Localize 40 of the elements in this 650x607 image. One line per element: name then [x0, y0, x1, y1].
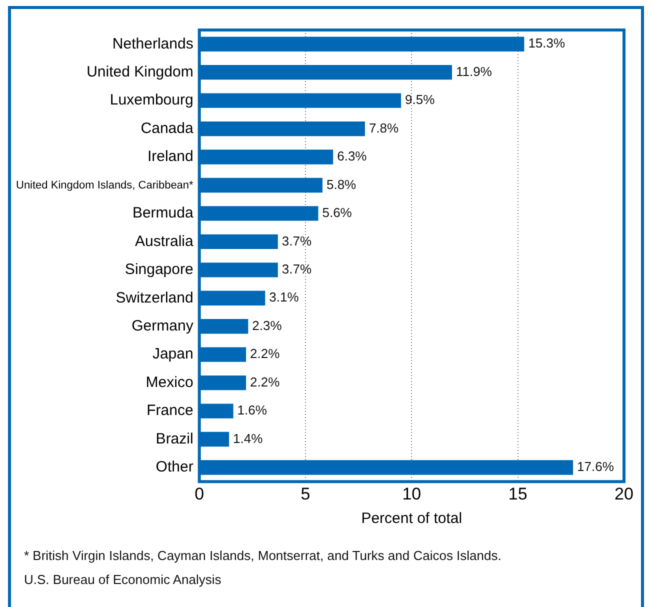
y-tick-label: Mexico [146, 374, 194, 391]
y-tick-label: Switzerland [116, 289, 194, 306]
x-tick-label: 15 [508, 484, 528, 504]
data-label: 9.5% [405, 92, 436, 108]
x-axis-title: Percent of total [361, 510, 462, 528]
data-label: 5.6% [322, 205, 352, 220]
data-label: 3.7% [282, 261, 312, 276]
x-tick-label: 5 [300, 484, 310, 504]
data-label: 6.3% [337, 148, 368, 164]
data-label: 2.2% [250, 346, 280, 362]
data-label: 1.4% [233, 430, 264, 446]
y-tick-label: France [146, 402, 194, 420]
data-label: 17.6% [577, 459, 614, 474]
y-tick-label: Australia [134, 232, 194, 250]
data-label: 15.3% [528, 36, 566, 51]
y-tick-label: Netherlands [112, 35, 194, 52]
text: U.S. Bureau of Economic Analysis [24, 572, 222, 587]
y-tick-label: Canada [140, 120, 194, 137]
data-label: 2.2% [250, 374, 280, 390]
text: * British Virgin Islands, Cayman Islands, Montserrat, and Turks and Caicos Islands. [24, 548, 502, 563]
y-tick-label: United Kingdom Islands, Caribbean* [16, 179, 194, 192]
y-tick-label: Bermuda [132, 204, 194, 222]
data-label: 3.7% [282, 233, 312, 248]
y-tick-label: United Kingdom [86, 63, 194, 80]
y-tick-label: Luxembourg [110, 92, 194, 109]
data-label: 3.1% [269, 290, 300, 305]
data-label: 5.8% [326, 176, 357, 192]
y-tick-label: Germany [132, 318, 194, 335]
x-tick-label: 10 [402, 484, 422, 504]
y-tick-label: Brazil [156, 430, 194, 448]
data-label: 11.9% [456, 64, 492, 79]
data-label: 7.8% [368, 120, 400, 136]
x-tick-label: 20 [614, 484, 634, 504]
y-tick-label: Japan [152, 346, 194, 363]
data-label: 2.3% [252, 318, 282, 333]
y-tick-label: Other [156, 458, 194, 476]
data-label: 1.6% [237, 402, 268, 418]
y-tick-label: Ireland [147, 148, 194, 166]
x-tick-label: 0 [194, 484, 204, 504]
y-tick-label: Singapore [124, 261, 194, 278]
